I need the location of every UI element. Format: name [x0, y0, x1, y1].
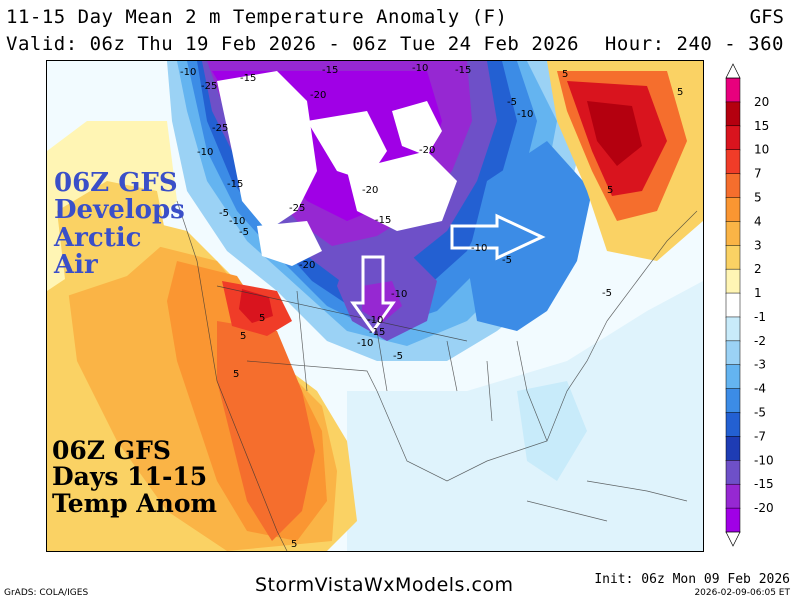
colorbar-tick-label: 2 — [754, 262, 762, 276]
map-label: -10 — [180, 67, 196, 78]
colorbar-tick-label: 15 — [754, 119, 769, 133]
map-label: -10 — [229, 216, 245, 227]
map-label: 5 — [240, 331, 246, 342]
map-label: -5 — [239, 227, 249, 238]
arctic-air-annotation: 06Z GFS Develops Arctic Air — [54, 168, 185, 280]
colorbar-swatch — [725, 507, 741, 533]
forecast-hours: Hour: 240 - 360 — [604, 33, 784, 55]
colorbar-tick-label: 7 — [754, 167, 762, 181]
map-label: -10 — [471, 243, 487, 254]
temperature-anomaly-map: -10 -25 -15 -15 -20 -10 -15 -25 -5 -10 -… — [46, 60, 704, 552]
map-label: -20 — [362, 185, 378, 196]
map-label: -10 — [517, 109, 533, 120]
colorbar-swatch — [725, 364, 741, 390]
map-label: 5 — [291, 539, 297, 550]
colorbar-swatch — [725, 292, 741, 318]
color-scale-legend: 20 15 10 7 5 4 3 2 1 -1 -2 -3 -4 -5 -7 -10 -15 -20 — [725, 63, 774, 547]
map-label: -15 — [455, 65, 471, 76]
map-label: -10 — [391, 289, 407, 300]
colorbar-tick-label: 10 — [754, 143, 769, 157]
map-label: -15 — [240, 73, 256, 84]
colorbar-swatch — [725, 101, 741, 127]
map-label: -5 — [507, 97, 517, 108]
colorbar-tick-label: 3 — [754, 238, 762, 252]
colorbar-swatch — [725, 316, 741, 342]
colorbar-tick-label: -3 — [754, 358, 766, 372]
colorbar-tick-label: -20 — [754, 501, 774, 515]
colorbar-tick-label: 4 — [754, 214, 762, 228]
colorbar-tick-label: -15 — [754, 477, 774, 491]
grads-credit: GrADS: COLA/IGES — [4, 588, 89, 598]
map-label: 5 — [677, 87, 683, 98]
map-label: -20 — [310, 90, 326, 101]
model-name: GFS — [749, 6, 784, 28]
map-label: 5 — [259, 313, 265, 324]
colorbar-tick-label: 20 — [754, 95, 769, 109]
colorbar-tick-label: 1 — [754, 286, 762, 300]
colorbar-bottom-arrow — [725, 531, 741, 547]
colorbar-tick-label: -1 — [754, 310, 766, 324]
model-days-annotation: 06Z GFS Days 11-15 Temp Anom — [52, 436, 217, 518]
colorbar-tick-label: -10 — [754, 453, 774, 467]
colorbar-swatch — [725, 221, 741, 247]
map-label: -10 — [367, 315, 383, 326]
generated-timestamp: 2026-02-09-06:05 ET — [694, 588, 790, 598]
map-label: -10 — [197, 147, 213, 158]
colorbar-swatch — [725, 268, 741, 294]
colorbar-swatch — [725, 436, 741, 462]
colorbar-swatch — [725, 149, 741, 175]
colorbar-swatch — [725, 125, 741, 151]
colorbar-swatch — [725, 77, 741, 103]
init-time: Init: 06z Mon 09 Feb 2026 — [594, 572, 790, 587]
colorbar-swatch — [725, 340, 741, 366]
map-label: -5 — [393, 351, 403, 362]
map-label: -5 — [219, 208, 229, 219]
colorbar-top-arrow — [725, 63, 741, 79]
map-label: -5 — [502, 255, 512, 266]
colorbar-swatch — [725, 412, 741, 438]
colorbar-swatch — [725, 245, 741, 270]
site-name: StormVistaWxModels.com — [255, 574, 514, 596]
colorbar-swatch — [725, 197, 741, 223]
colorbar-tick-label: -5 — [754, 406, 766, 420]
map-label: -25 — [212, 123, 228, 134]
colorbar-swatch — [725, 173, 741, 199]
map-label: -25 — [289, 203, 305, 214]
map-label: -15 — [322, 65, 338, 76]
map-label: -20 — [299, 260, 315, 271]
map-label: -25 — [201, 81, 217, 92]
colorbar-swatch — [725, 388, 741, 414]
colorbar-tick-label: -4 — [754, 382, 766, 396]
colorbar-swatch — [725, 460, 741, 485]
map-label: -10 — [412, 63, 428, 74]
valid-period: Valid: 06z Thu 19 Feb 2026 - 06z Tue 24 … — [6, 33, 580, 55]
colorbar-swatch — [725, 483, 741, 509]
map-label: 5 — [562, 69, 568, 80]
map-label: -15 — [227, 179, 243, 190]
map-label: 5 — [607, 185, 613, 196]
colorbar-tick-label: -7 — [754, 429, 766, 443]
map-label: -15 — [375, 215, 391, 226]
colorbar-tick-label: 5 — [754, 190, 762, 204]
colorbar-tick-label: -2 — [754, 334, 766, 348]
map-title: 11-15 Day Mean 2 m Temperature Anomaly (… — [6, 6, 508, 28]
map-label: 5 — [233, 369, 239, 380]
map-label: -5 — [602, 288, 612, 299]
map-label: -20 — [419, 145, 435, 156]
map-label: -15 — [369, 327, 385, 338]
map-label: -10 — [357, 338, 373, 349]
